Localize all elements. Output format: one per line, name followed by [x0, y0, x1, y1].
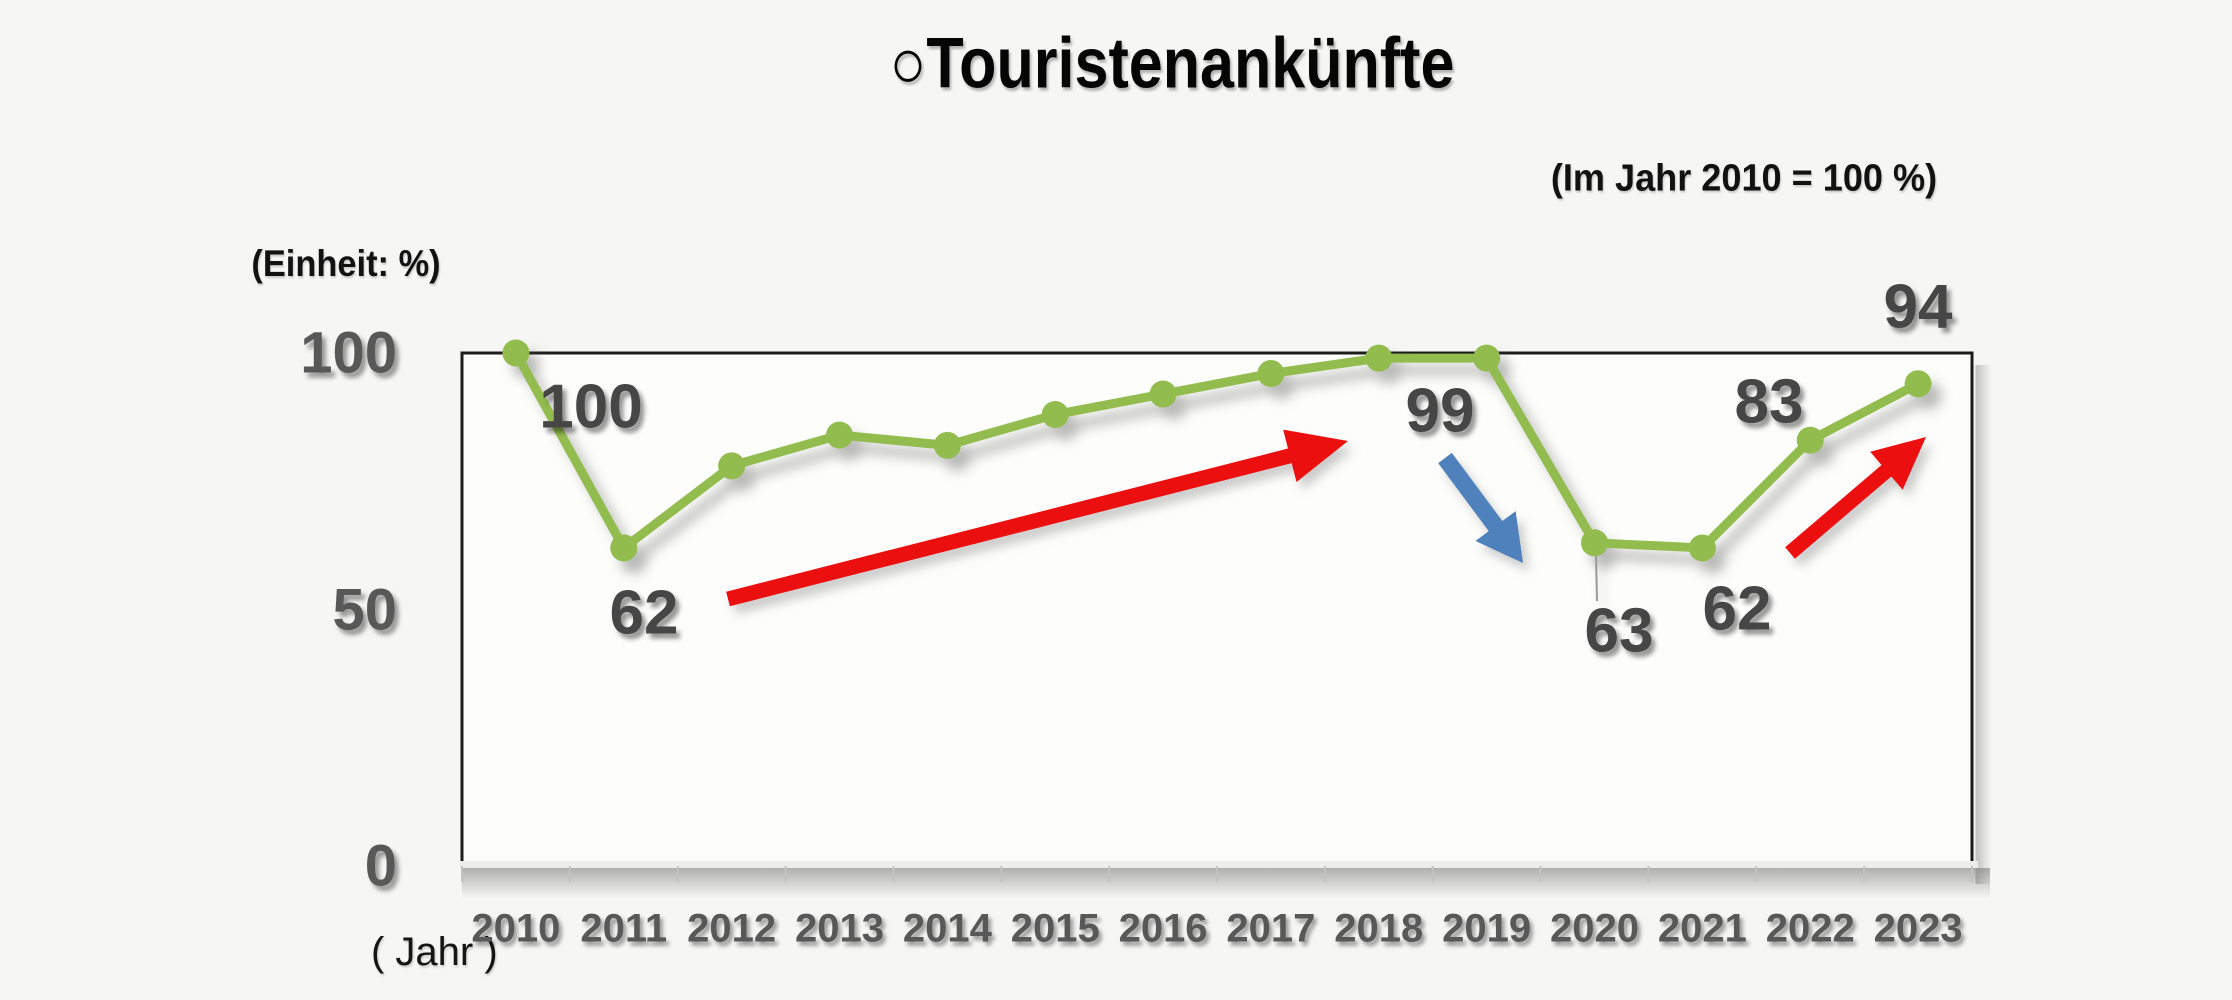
- x-axis-tick-marks: [461, 866, 1973, 882]
- x-axis-tick-2016: 2016: [1118, 906, 1208, 951]
- point-label-2011: 62: [609, 578, 679, 648]
- data-point-2017: [1257, 360, 1285, 388]
- y-axis-unit-label: (Einheit: %): [251, 243, 441, 284]
- trend-up-arrow-2021-2023: [1785, 437, 1926, 559]
- x-axis-tick-2020: 2020: [1550, 906, 1639, 951]
- x-axis-caption: ( Jahr ): [371, 930, 498, 974]
- y-axis-tick-100: 100: [300, 320, 397, 386]
- data-point-2020: [1581, 529, 1608, 557]
- x-axis-line: [460, 861, 1978, 868]
- x-axis-tick-2012: 2012: [687, 906, 777, 951]
- chart-subtitle-index-note: (Im Jahr 2010 = 100 %): [1550, 157, 1938, 200]
- x-axis-tick-2023: 2023: [1873, 906, 1963, 951]
- point-label-2019: 99: [1405, 376, 1475, 446]
- x-axis-tick-2019: 2019: [1442, 906, 1532, 951]
- data-series-group: [502, 339, 1932, 562]
- y-axis-tick-50: 50: [332, 577, 397, 642]
- data-point-2016: [1149, 380, 1177, 408]
- data-point-2010: [502, 339, 530, 367]
- x-axis-tick-2011: 2011: [580, 906, 668, 951]
- x-axis-shadow: [462, 868, 1990, 898]
- x-axis-tick-2018: 2018: [1334, 906, 1424, 951]
- trend-down-arrow-2019-2020: [1438, 452, 1523, 563]
- y-axis-tick-0: 0: [364, 833, 397, 899]
- x-axis-tick-2015: 2015: [1010, 906, 1100, 951]
- data-point-2011: [610, 534, 638, 562]
- data-point-2022: [1796, 426, 1824, 454]
- plot-shadow-right: [1975, 365, 1992, 884]
- plot-area: [460, 351, 1974, 868]
- data-point-2021: [1688, 534, 1716, 562]
- data-point-2012: [718, 452, 746, 480]
- x-axis-tick-2017: 2017: [1226, 906, 1316, 951]
- point-label-2022: 83: [1734, 367, 1804, 437]
- label-leader-line-2020: [1595, 555, 1598, 602]
- x-axis-tick-2014: 2014: [902, 906, 992, 951]
- x-axis-tick-2013: 2013: [795, 906, 884, 951]
- data-point-2014: [933, 431, 961, 459]
- data-point-2015: [1041, 401, 1069, 429]
- trend-up-arrow-2011-2018: [726, 429, 1348, 607]
- x-axis-tick-2022: 2022: [1765, 906, 1855, 951]
- x-axis-tick-2021: 2021: [1657, 906, 1747, 951]
- data-point-2018: [1365, 344, 1393, 372]
- data-line: [511, 348, 1923, 553]
- point-label-2020: 63: [1584, 596, 1654, 666]
- point-label-2010: 100: [539, 372, 643, 442]
- data-point-2023: [1904, 370, 1932, 398]
- point-label-2023: 94: [1883, 272, 1953, 342]
- x-axis-tick-2010: 2010: [471, 906, 561, 951]
- data-point-2013: [826, 421, 853, 449]
- page-title: ○Touristenankünfte: [889, 24, 1455, 104]
- data-point-2019: [1473, 344, 1501, 372]
- point-label-2021: 62: [1702, 574, 1772, 644]
- trend-annotations: [726, 429, 1926, 607]
